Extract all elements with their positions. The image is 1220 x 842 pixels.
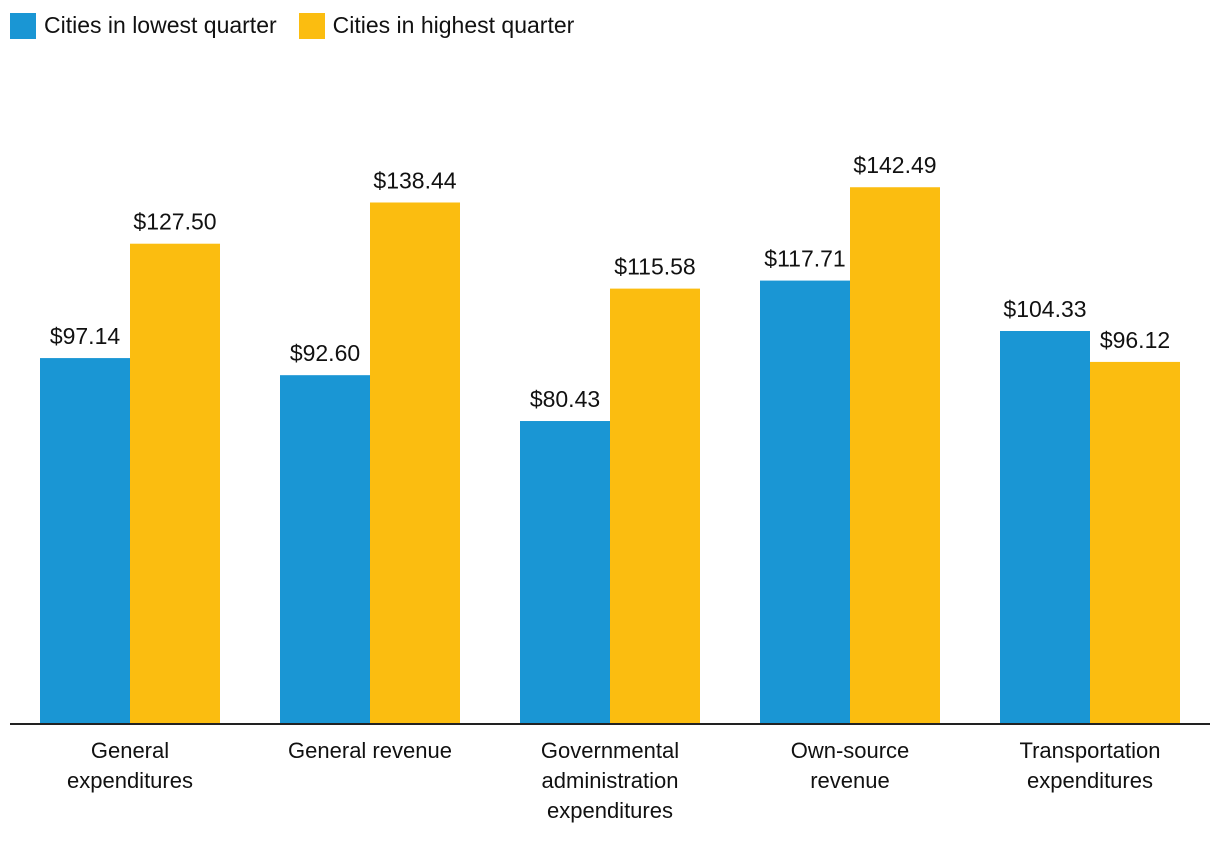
data-label-lowest-3: $117.71 — [764, 246, 845, 272]
category-label-3-line-1: revenue — [810, 768, 890, 793]
data-label-lowest-1: $92.60 — [290, 340, 360, 366]
legend-item-lowest: Cities in lowest quarter — [10, 12, 277, 39]
data-label-highest-1: $138.44 — [373, 167, 456, 193]
legend-label-lowest: Cities in lowest quarter — [44, 12, 277, 38]
data-label-lowest-2: $80.43 — [530, 386, 600, 412]
bar-lowest-1 — [280, 375, 370, 724]
bar-lowest-3 — [760, 280, 850, 724]
legend-swatch-highest — [298, 12, 325, 39]
bar-highest-1 — [370, 202, 460, 724]
data-label-lowest-0: $97.14 — [50, 323, 121, 349]
bar-lowest-0 — [40, 358, 130, 724]
category-label-4-line-1: expenditures — [1027, 768, 1153, 793]
category-label-0-line-1: expenditures — [67, 768, 193, 793]
category-label-3-line-0: Own-source — [791, 738, 910, 763]
bar-highest-3 — [850, 187, 940, 724]
data-label-lowest-4: $104.33 — [1003, 296, 1086, 322]
category-label-4-line-0: Transportation — [1019, 738, 1160, 763]
bar-highest-0 — [130, 243, 220, 724]
category-label-1-line-0: General revenue — [288, 738, 452, 763]
bar-highest-4 — [1090, 361, 1180, 724]
bar-lowest-2 — [520, 421, 610, 724]
legend: Cities in lowest quarter Cities in highe… — [10, 12, 574, 39]
category-label-2-line-1: administration — [542, 768, 679, 793]
category-label-0-line-0: General — [91, 738, 169, 763]
data-label-highest-2: $115.58 — [614, 254, 695, 280]
data-label-highest-4: $96.12 — [1100, 327, 1170, 353]
category-label-2-line-0: Governmental — [541, 738, 679, 763]
data-label-highest-0: $127.50 — [133, 209, 216, 235]
bar-lowest-4 — [1000, 330, 1090, 724]
data-label-highest-3: $142.49 — [853, 152, 936, 178]
legend-swatch-lowest — [10, 12, 36, 39]
legend-item-highest: Cities in highest quarter — [298, 12, 575, 39]
category-label-2-line-2: expenditures — [547, 798, 673, 823]
legend-label-highest: Cities in highest quarter — [332, 12, 575, 38]
bar-highest-2 — [610, 288, 700, 724]
